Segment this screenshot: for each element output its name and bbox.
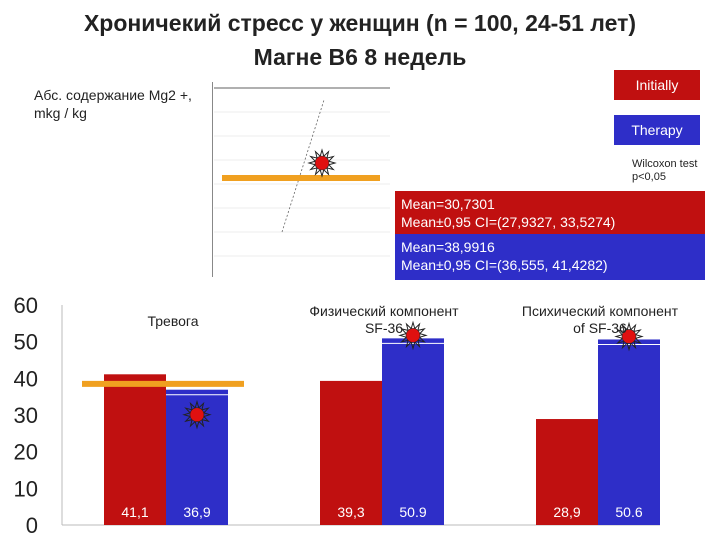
y-tick-label: 10 xyxy=(14,476,38,501)
wilcoxon-note: Wilcoxon test p<0,05 xyxy=(632,158,697,184)
stat-therapy-ci: Mean±0,95 CI=(36,555, 41,4282) xyxy=(401,257,608,273)
significance-marker xyxy=(614,321,644,352)
inset-trend-line xyxy=(281,99,325,233)
stat-therapy-mean: Mean=38,9916 xyxy=(401,239,495,255)
category-label-line: SF-36 xyxy=(364,320,404,336)
category-label-line: Физический компонент xyxy=(309,303,459,319)
category-label-line: Тревога xyxy=(147,313,199,329)
category-label: Психический компонент of SF-36 xyxy=(500,303,700,337)
mg-label-line2: mkg / kg xyxy=(34,105,87,121)
bar-value-label: 39,3 xyxy=(337,504,364,520)
bar-initially xyxy=(536,419,598,525)
stat-box-therapy: Mean=38,9916 Mean±0,95 CI=(36,555, 41,42… xyxy=(395,234,705,280)
significance-marker xyxy=(398,320,428,351)
bar-therapy xyxy=(382,338,444,525)
y-tick-label: 20 xyxy=(14,440,38,465)
page-title-line1: Хроничекий стресс у женщин (n = 100, 24-… xyxy=(83,10,637,36)
category-label: Тревога xyxy=(118,313,228,330)
bar-value-label: 36,9 xyxy=(183,504,210,520)
stat-box-initially: Mean=30,7301 Mean±0,95 CI=(27,9327, 33,5… xyxy=(395,191,705,237)
inset-scatter-plot xyxy=(212,82,391,277)
bar-initially xyxy=(320,380,382,525)
bar-value-label: 50.6 xyxy=(615,504,642,520)
significance-marker xyxy=(182,399,212,430)
y-tick-label: 50 xyxy=(14,330,38,355)
legend-initially: Initially xyxy=(614,70,700,100)
inset-significance-marker xyxy=(307,148,337,178)
wilcoxon-line2: p<0,05 xyxy=(632,171,666,183)
bar-value-label: 28,9 xyxy=(553,504,580,520)
y-tick-label: 0 xyxy=(26,513,38,538)
wilcoxon-line1: Wilcoxon test xyxy=(632,158,698,170)
category-label-line: of SF-36 xyxy=(573,320,627,336)
page-title-line2: Магне В6 8 недель xyxy=(253,44,467,70)
mg-label-line1: Абс. содержание Mg2 +, xyxy=(34,87,192,103)
bar-value-label: 50.9 xyxy=(399,504,426,520)
bar-therapy xyxy=(598,339,660,525)
stat-initial-ci: Mean±0,95 CI=(27,9327, 33,5274) xyxy=(401,214,616,230)
category-label-line: Психический компонент xyxy=(521,303,679,319)
bar-initially xyxy=(104,374,166,525)
stat-initial-mean: Mean=30,7301 xyxy=(401,196,495,212)
y-tick-label: 30 xyxy=(14,403,38,428)
category-label: Физический компонент SF-36 xyxy=(284,303,484,337)
y-tick-label: 60 xyxy=(14,293,38,318)
bar-value-label: 41,1 xyxy=(121,504,148,520)
mg-label: Абс. содержание Mg2 +, mkg / kg xyxy=(34,86,192,122)
legend-therapy: Therapy xyxy=(614,115,700,145)
y-tick-label: 40 xyxy=(14,366,38,391)
